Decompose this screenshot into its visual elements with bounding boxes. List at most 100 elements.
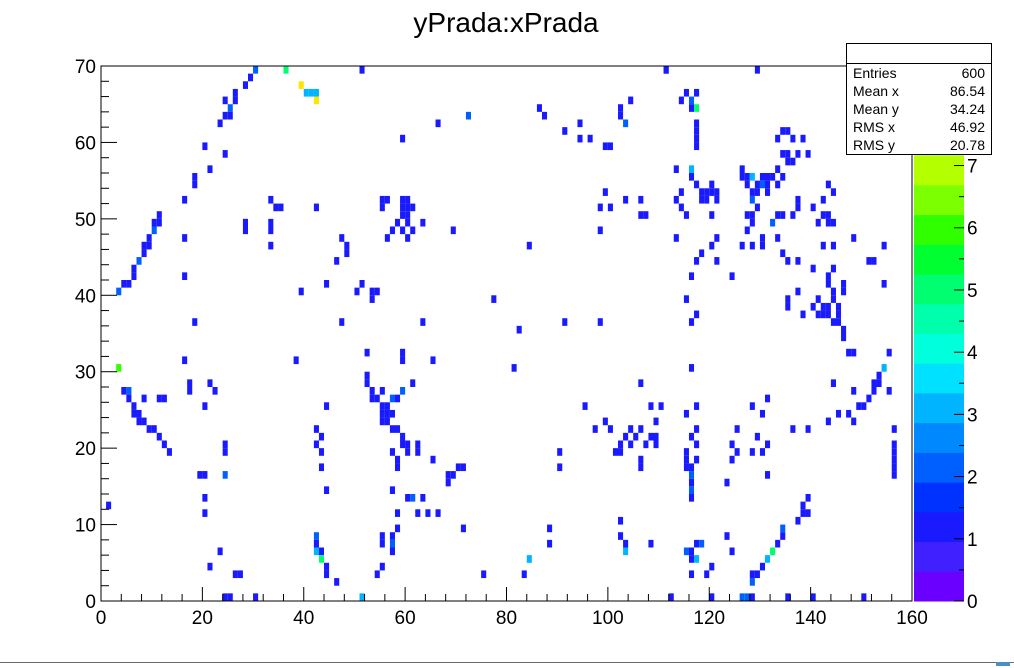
histogram-cell	[283, 66, 289, 74]
stats-value: 34.24	[949, 101, 985, 117]
histogram-cell	[344, 249, 350, 258]
histogram-cell	[618, 104, 624, 112]
histogram-cell	[151, 425, 157, 433]
histogram-cell	[795, 287, 801, 296]
histogram-cell	[607, 142, 613, 151]
resize-grip[interactable]	[996, 662, 1010, 666]
histogram-cell	[400, 211, 406, 219]
y-tick-label: 10	[75, 516, 96, 537]
y-axis: 0 10 20 30 40 50 60 70	[75, 57, 117, 613]
histogram-cell	[754, 66, 760, 74]
histogram-cell	[729, 440, 735, 449]
histogram-cell	[759, 562, 766, 571]
histogram-cell	[805, 509, 811, 517]
histogram-cell	[673, 165, 679, 173]
stats-row-entries: Entries 600	[847, 64, 991, 82]
histogram-cell	[207, 165, 213, 173]
histogram-cell	[151, 218, 157, 227]
histogram-cell	[861, 402, 867, 410]
histogram-cell	[810, 203, 816, 212]
histogram-cell	[765, 173, 771, 181]
histogram-cell	[278, 203, 284, 212]
histogram-cell	[683, 448, 689, 456]
histogram-cell	[268, 241, 274, 250]
histogram-cell	[344, 241, 350, 250]
histogram-cell	[369, 394, 375, 403]
histogram-cell	[825, 302, 831, 311]
histogram-cell	[810, 264, 816, 273]
histogram-cell	[699, 249, 705, 258]
histogram-cell	[202, 471, 208, 479]
histogram-cell	[141, 394, 147, 403]
histogram-cell	[780, 524, 786, 533]
histogram-cell	[156, 211, 162, 219]
histogram-cell	[729, 455, 735, 464]
histogram-cell	[207, 379, 213, 387]
histogram-cell	[830, 379, 836, 387]
histogram-cell	[222, 96, 228, 105]
histogram-cell	[785, 593, 791, 601]
y-tick-label: 70	[75, 57, 96, 78]
histogram-cell	[222, 111, 228, 120]
histogram-cell	[749, 448, 755, 456]
histogram-cell	[749, 211, 755, 219]
histogram-cell	[861, 593, 867, 601]
histogram-cell	[541, 111, 548, 120]
histogram-cell	[450, 226, 456, 235]
x-tick-label: 80	[496, 608, 517, 629]
x-tick-label: 120	[693, 608, 725, 629]
histogram-cell	[364, 379, 370, 387]
histogram-cell	[410, 379, 416, 387]
histogram-cell	[374, 570, 380, 579]
stats-box: Entries 600 Mean x 86.54 Mean y 34.24 RM…	[846, 43, 992, 155]
histogram-cell	[871, 387, 877, 395]
histogram-cell	[815, 295, 821, 303]
histogram-cell	[623, 539, 629, 548]
histogram-cell	[653, 432, 659, 441]
histogram-cell	[303, 88, 309, 97]
histogram-cell	[820, 241, 826, 250]
stats-row-rms-x: RMS x 46.92	[847, 118, 991, 136]
histogram-cell	[759, 409, 766, 418]
histogram-cell	[709, 241, 715, 250]
z-tick-label: 1	[967, 530, 978, 551]
histogram-cell	[683, 88, 689, 97]
stats-value: 600	[961, 65, 985, 81]
histogram-cell	[780, 211, 786, 219]
histogram-cell	[780, 532, 786, 540]
histogram-cell	[318, 547, 325, 556]
x-tick-label: 160	[896, 608, 928, 629]
histogram-cell	[765, 555, 771, 563]
histogram-cell	[754, 180, 760, 189]
histogram-cell	[536, 104, 542, 112]
histogram-cell	[694, 119, 700, 128]
histogram-cell	[526, 555, 532, 563]
histogram-cell	[795, 195, 801, 204]
histogram-cell	[313, 547, 319, 556]
histogram-cell	[435, 119, 441, 128]
palette-swatch	[914, 244, 964, 275]
histogram-cell	[597, 226, 603, 235]
histogram-cell	[729, 272, 735, 280]
histogram-cell	[658, 402, 664, 410]
histogram-cell	[886, 348, 892, 357]
histogram-cell	[405, 234, 411, 242]
histogram-cell	[364, 371, 370, 380]
histogram-cell	[759, 180, 766, 189]
histogram-cell	[318, 555, 325, 563]
histogram-cell	[795, 150, 801, 158]
histogram-cell	[237, 570, 243, 579]
histogram-cell	[775, 165, 781, 173]
histogram-cell	[891, 463, 897, 472]
histogram-cell	[678, 203, 684, 212]
histogram-cell	[597, 203, 603, 212]
histogram-cell	[673, 234, 679, 242]
histogram-cell	[227, 111, 233, 120]
histogram-cell	[815, 310, 821, 319]
histogram-cell	[131, 264, 137, 273]
histogram-cell	[683, 211, 689, 219]
histogram-cell	[744, 180, 750, 189]
histogram-cell	[207, 562, 213, 571]
histogram-cell	[268, 195, 274, 204]
stats-label: Mean x	[853, 83, 899, 99]
